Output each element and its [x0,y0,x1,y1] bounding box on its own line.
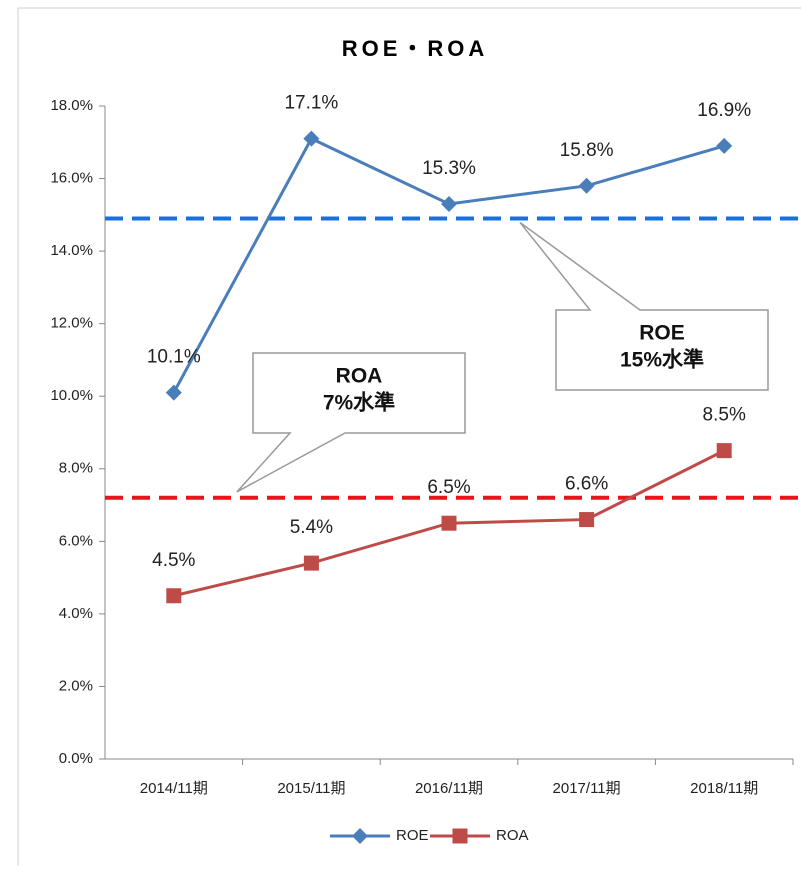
y-tick-label: 18.0% [50,97,93,114]
legend-marker [352,828,368,844]
data-point [716,443,732,459]
data-label: 16.9% [697,100,751,121]
y-tick-label: 16.0% [50,170,93,187]
y-tick-label: 2.0% [59,677,93,694]
data-point [578,177,595,194]
callout-box [519,221,769,391]
y-tick-label: 6.0% [59,532,93,549]
y-tick-label: 10.0% [50,387,93,404]
x-tick-label: 2017/11期 [553,780,621,797]
callout-box [236,352,466,493]
data-point [441,195,457,212]
chart-title: ROE・ROA [342,36,489,61]
y-tick-label: 12.0% [50,315,93,332]
data-label: 15.8% [560,140,614,161]
chart-border [17,7,801,871]
data-point [716,137,733,154]
data-point [303,555,319,571]
data-label: 6.6% [565,474,608,495]
y-tick-label: 4.0% [59,605,93,622]
x-tick-label: 2016/11期 [415,780,483,797]
data-label: 15.3% [422,158,476,179]
data-point [165,384,182,401]
callout-text: ROE [639,322,685,345]
data-label: 17.1% [284,93,338,114]
legend-label: ROA [496,827,529,844]
callout-text: ROA [336,365,383,388]
callout-text: 15%水準 [620,348,704,372]
data-point [303,130,320,147]
y-tick-label: 0.0% [59,750,93,767]
legend-marker [452,828,468,844]
data-label: 10.1% [147,347,201,368]
data-point [441,515,457,531]
data-label: 6.5% [427,477,470,498]
legend-label: ROE [396,827,429,844]
x-tick-label: 2018/11期 [690,780,758,797]
callout-text: 7%水準 [323,391,395,415]
x-tick-label: 2014/11期 [140,780,208,797]
data-point [166,588,182,604]
x-tick-label: 2015/11期 [277,780,345,797]
data-label: 5.4% [290,517,333,538]
data-point [579,512,595,528]
data-label: 4.5% [152,550,195,571]
data-label: 8.5% [703,405,746,426]
y-tick-label: 14.0% [50,242,93,259]
y-tick-label: 8.0% [59,460,93,477]
